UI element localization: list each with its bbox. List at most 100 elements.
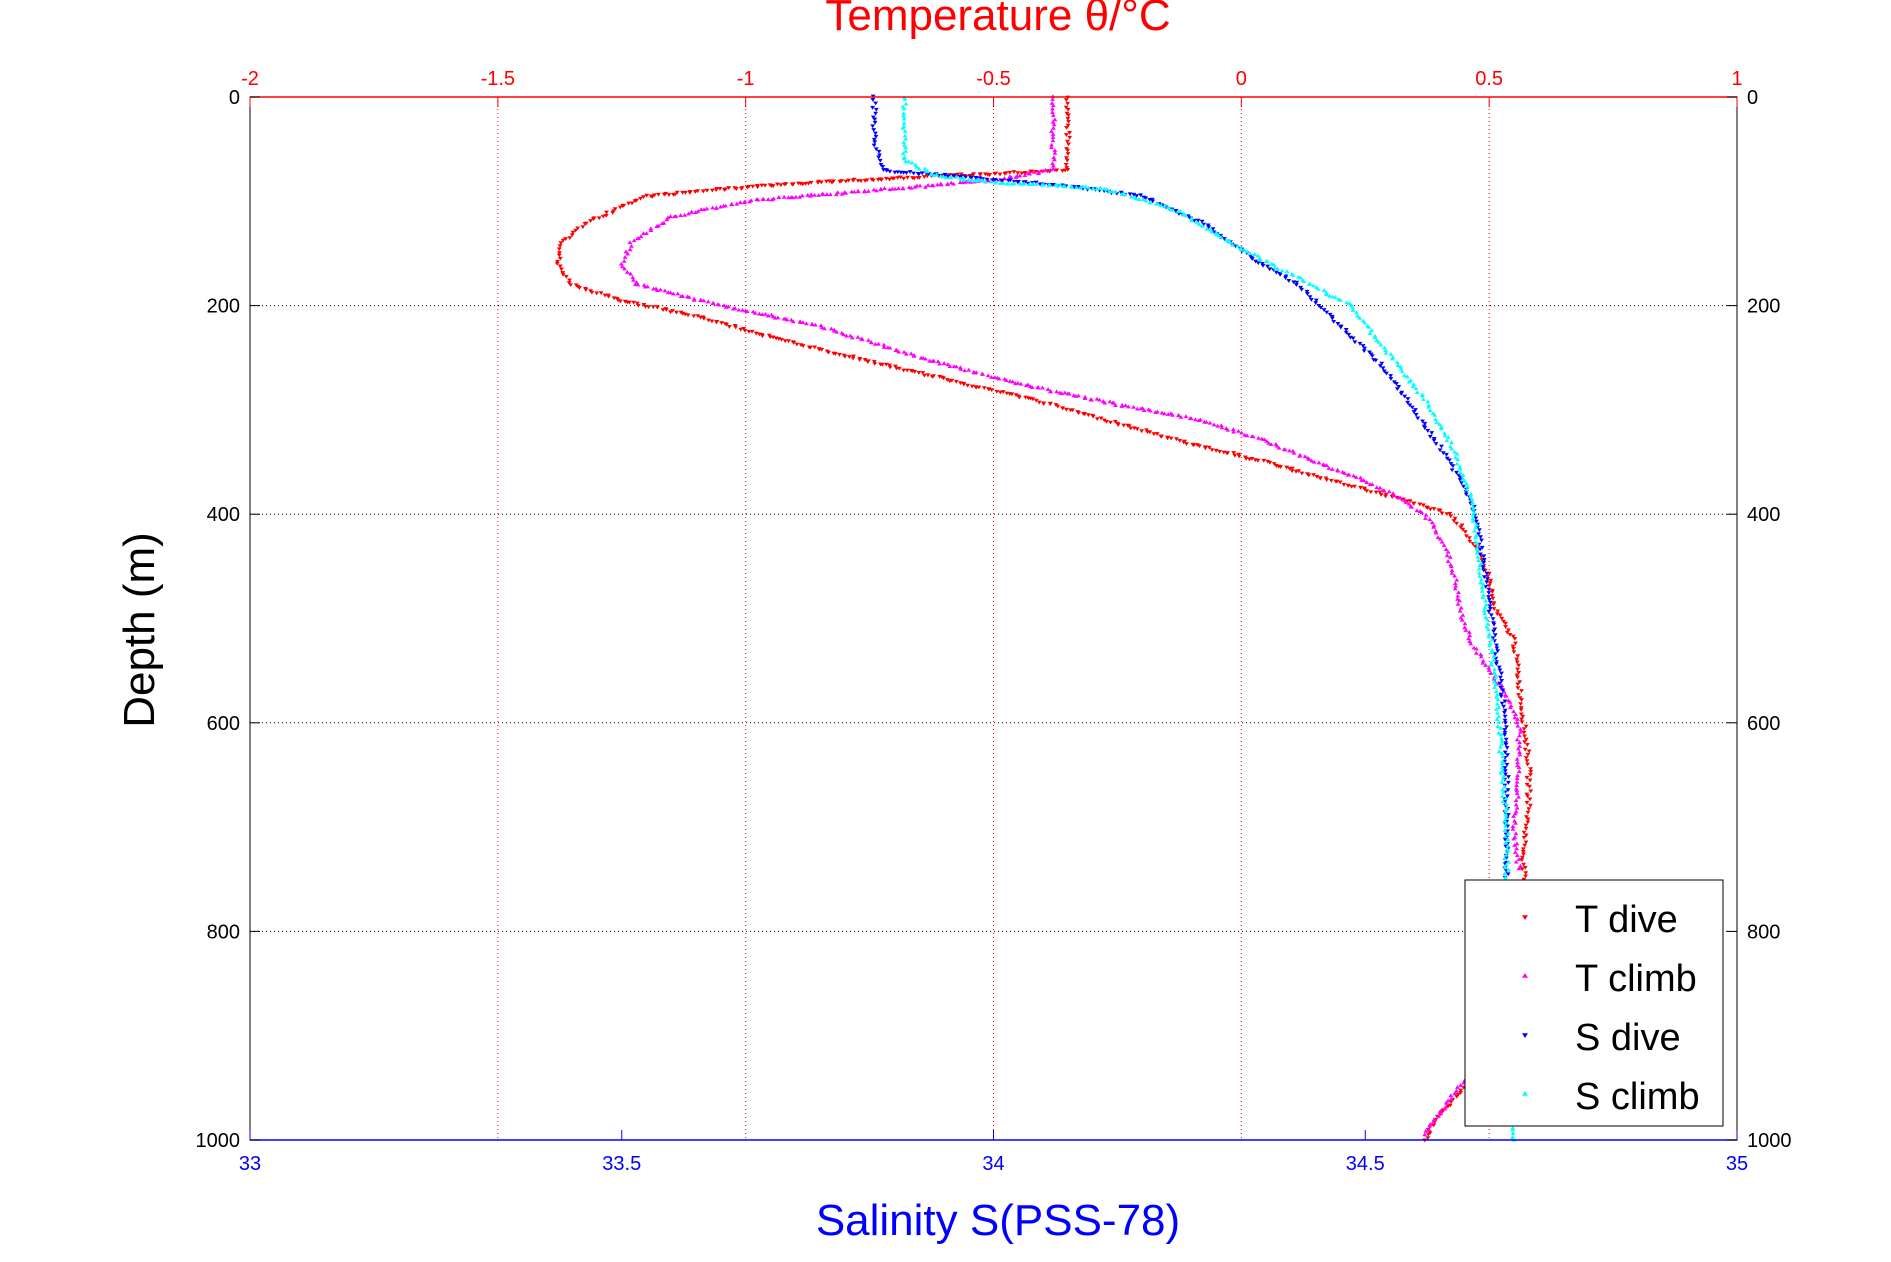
data-point bbox=[1501, 710, 1507, 715]
data-point bbox=[1329, 316, 1335, 321]
data-point bbox=[1515, 717, 1520, 721]
data-point bbox=[1458, 605, 1464, 610]
data-point bbox=[1520, 847, 1526, 852]
data-point bbox=[793, 194, 799, 199]
data-point bbox=[1009, 392, 1015, 397]
data-point bbox=[1143, 198, 1149, 203]
data-point bbox=[1486, 665, 1492, 670]
data-point bbox=[1460, 527, 1466, 532]
data-point bbox=[709, 188, 715, 193]
data-point bbox=[1323, 290, 1329, 295]
data-point bbox=[1454, 521, 1459, 526]
data-point bbox=[691, 297, 697, 302]
data-point bbox=[567, 278, 572, 283]
data-point bbox=[1016, 395, 1022, 400]
data-point bbox=[1352, 340, 1358, 345]
data-point bbox=[1513, 802, 1519, 807]
data-point bbox=[1478, 561, 1484, 566]
data-point bbox=[1525, 762, 1530, 767]
data-point bbox=[1502, 818, 1507, 823]
data-point bbox=[1128, 426, 1134, 431]
data-point bbox=[570, 230, 576, 235]
data-point bbox=[874, 188, 879, 193]
data-point bbox=[1486, 634, 1492, 639]
data-point bbox=[1518, 708, 1524, 712]
left-axis-tick-label: 1000 bbox=[196, 1130, 241, 1152]
data-point bbox=[1380, 366, 1386, 371]
data-point bbox=[1358, 475, 1363, 480]
data-point bbox=[1505, 788, 1511, 793]
data-point bbox=[985, 173, 991, 177]
data-point bbox=[1407, 403, 1413, 408]
data-point bbox=[871, 359, 877, 364]
data-point bbox=[1290, 273, 1296, 277]
data-point bbox=[1485, 574, 1491, 579]
data-point bbox=[1090, 186, 1096, 191]
data-point bbox=[1520, 714, 1526, 719]
data-point bbox=[1473, 535, 1478, 540]
data-point bbox=[1452, 581, 1458, 586]
data-point bbox=[1431, 507, 1437, 511]
data-point bbox=[1431, 1119, 1436, 1124]
data-point bbox=[1429, 431, 1435, 436]
data-point bbox=[1386, 489, 1392, 494]
data-point bbox=[931, 374, 936, 379]
data-point bbox=[1366, 324, 1372, 329]
data-point bbox=[666, 193, 672, 197]
data-point bbox=[1499, 741, 1505, 746]
data-point bbox=[1518, 863, 1523, 868]
data-point bbox=[1505, 831, 1511, 835]
data-point bbox=[1518, 706, 1524, 710]
data-point bbox=[1427, 1123, 1432, 1128]
data-point bbox=[1395, 363, 1401, 368]
data-point bbox=[717, 187, 723, 191]
data-point bbox=[1367, 350, 1372, 355]
data-point bbox=[1440, 451, 1446, 456]
data-point bbox=[1082, 394, 1088, 399]
data-point bbox=[1498, 694, 1504, 699]
data-point bbox=[1487, 604, 1493, 609]
left-axis-tick-label: 400 bbox=[207, 504, 240, 526]
data-point bbox=[1442, 433, 1448, 438]
data-point bbox=[834, 329, 840, 334]
data-point bbox=[1379, 361, 1385, 366]
data-point bbox=[1517, 680, 1523, 685]
data-point bbox=[1335, 321, 1341, 326]
data-point bbox=[1506, 780, 1511, 785]
data-point bbox=[741, 200, 747, 205]
data-point bbox=[1391, 493, 1397, 498]
data-point bbox=[1514, 720, 1520, 725]
data-point bbox=[1523, 724, 1529, 729]
data-point bbox=[710, 205, 716, 210]
data-point bbox=[1503, 625, 1508, 630]
data-point bbox=[1063, 163, 1069, 167]
data-point bbox=[1492, 652, 1498, 657]
data-point bbox=[1216, 233, 1222, 238]
data-point bbox=[824, 192, 830, 196]
data-point bbox=[887, 345, 893, 350]
data-point bbox=[1519, 855, 1525, 860]
data-point bbox=[961, 177, 967, 182]
data-point bbox=[945, 181, 951, 186]
data-point bbox=[890, 186, 895, 191]
data-point bbox=[1425, 505, 1430, 510]
data-point bbox=[650, 305, 656, 310]
axis-ticks: -2 -1.5 -1 -0.5 0 0.5 1 33 33.5 34 34.5 35 0 0 200 200 4… bbox=[196, 68, 1792, 1175]
data-point bbox=[1515, 667, 1520, 672]
data-point bbox=[1049, 145, 1054, 150]
data-point bbox=[1499, 765, 1505, 770]
data-point bbox=[1244, 433, 1250, 438]
data-point bbox=[1431, 523, 1437, 528]
data-point bbox=[1230, 242, 1235, 247]
data-point bbox=[1492, 633, 1498, 638]
data-point bbox=[1503, 808, 1508, 813]
data-point bbox=[935, 182, 940, 187]
data-point bbox=[1489, 650, 1495, 654]
data-point bbox=[1472, 528, 1477, 533]
data-point bbox=[1007, 170, 1013, 175]
data-point bbox=[588, 219, 593, 223]
data-point bbox=[1457, 470, 1463, 475]
data-point bbox=[1498, 685, 1504, 690]
data-point bbox=[1489, 589, 1495, 594]
data-point bbox=[1065, 148, 1071, 153]
